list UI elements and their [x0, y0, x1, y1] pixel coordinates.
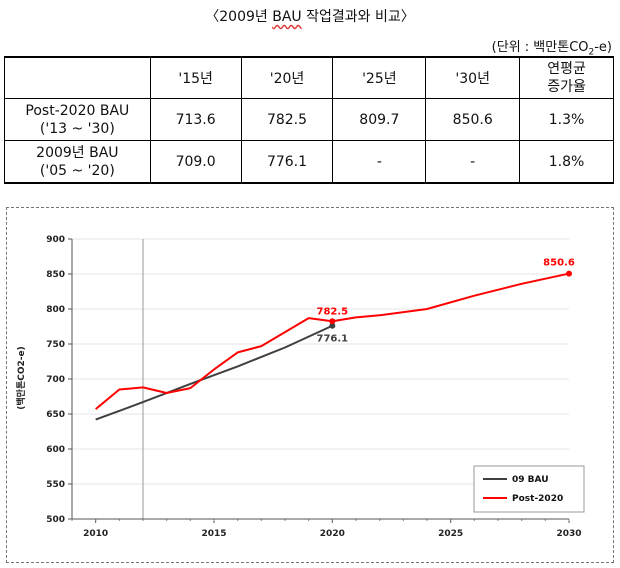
unit-label-text: (단위 : 백만톤CO	[491, 40, 589, 55]
table-cell: 850.6	[425, 98, 521, 141]
growth-header-line2: 증가율	[547, 79, 586, 95]
y-tick-label: 800	[46, 305, 65, 315]
table-cell: 776.1	[240, 140, 334, 184]
point-post-2020-2030	[566, 270, 572, 277]
table-cell: -	[425, 140, 521, 184]
table-row: 2009년 BAU ('05 ~ '20) 709.0 776.1 - - 1.…	[4, 140, 614, 184]
point-09-bau-2020	[329, 322, 336, 329]
series-lines	[95, 270, 572, 421]
y-tick-label: 900	[46, 235, 65, 245]
growth-header-line1: 연평균	[547, 61, 586, 77]
title-prefix: 〈2009년	[205, 9, 273, 25]
table-cell: 713.6	[149, 98, 242, 141]
table-header-cell	[4, 56, 151, 99]
table-cell: -	[332, 140, 427, 184]
table-cell: 782.5	[240, 98, 334, 141]
y-tick-label: 750	[46, 340, 65, 350]
table-header-cell: '25년	[332, 56, 427, 99]
data-labels: 782.5 776.1 850.6	[317, 258, 575, 345]
x-tick-label: 2020	[320, 529, 345, 539]
x-tick-label: 2025	[438, 529, 463, 539]
legend: 09 BAU Post-2020	[473, 465, 585, 513]
legend-label-post-2020: Post-2020	[512, 494, 563, 504]
table-cell: 809.7	[332, 98, 427, 141]
comparison-table: '15년 '20년 '25년 '30년 연평균 증가율 Post-2020 BA…	[4, 56, 614, 184]
x-tick-label: 2030	[556, 529, 581, 539]
unit-sub: 2	[588, 47, 595, 58]
x-tick-label: 2010	[83, 529, 108, 539]
legend-label-09-bau: 09 BAU	[512, 475, 549, 485]
y-tick-label: 650	[46, 410, 65, 420]
row-label-line2: ('13 ~ '30)	[39, 120, 115, 137]
table-cell: 1.8%	[519, 140, 614, 184]
data-label: 776.1	[317, 334, 349, 345]
table-cell: 709.0	[149, 140, 242, 184]
data-label: 850.6	[543, 258, 575, 269]
y-axis-label: (백만톤CO2-e)	[15, 346, 27, 409]
point-post-2020-2020	[329, 318, 336, 325]
table-row: Post-2020 BAU ('13 ~ '30) 713.6 782.5 80…	[4, 98, 614, 141]
axes: 500 550 600 650 700 750 800 850 900 2010 2015 2020 2…	[46, 235, 581, 539]
table-header-row: '15년 '20년 '25년 '30년 연평균 증가율	[4, 56, 614, 99]
title-suffix: 작업결과와 비교〉	[301, 9, 415, 25]
table-header-cell: '15년	[149, 56, 242, 99]
y-tick-label: 550	[46, 480, 65, 490]
series-line-post-2020	[95, 272, 570, 410]
line-chart: 500 550 600 650 700 750 800 850 900 2010 2015 2020 2…	[15, 235, 585, 539]
chart-container: 500 550 600 650 700 750 800 850 900 2010 2015 2020 2…	[6, 207, 614, 563]
row-label: 2009년 BAU ('05 ~ '20)	[4, 140, 151, 184]
series-line-09-bau	[95, 324, 333, 421]
row-label-line1: 2009년 BAU	[36, 144, 119, 161]
data-label: 782.5	[317, 306, 349, 317]
row-label-line1: Post-2020 BAU	[25, 102, 130, 119]
table-header-cell: '20년	[240, 56, 334, 99]
unit-label: (단위 : 백만톤CO2-e)	[492, 36, 612, 58]
row-label-line2: ('05 ~ '20)	[39, 162, 115, 179]
table-header-growth: 연평균 증가율	[519, 56, 614, 99]
y-tick-label: 600	[46, 445, 65, 455]
page-title: 〈2009년 BAU 작업결과와 비교〉	[0, 6, 620, 26]
table-header-cell: '30년	[425, 56, 521, 99]
x-tick-label: 2015	[201, 529, 226, 539]
y-tick-label: 700	[46, 375, 65, 385]
y-tick-label: 850	[46, 270, 65, 280]
row-label: Post-2020 BAU ('13 ~ '30)	[4, 98, 151, 141]
legend-box	[473, 465, 585, 513]
unit-tail: -e)	[594, 40, 612, 55]
table-cell: 1.3%	[519, 98, 614, 141]
y-tick-label: 500	[46, 515, 65, 525]
title-underlined: BAU	[272, 9, 302, 25]
